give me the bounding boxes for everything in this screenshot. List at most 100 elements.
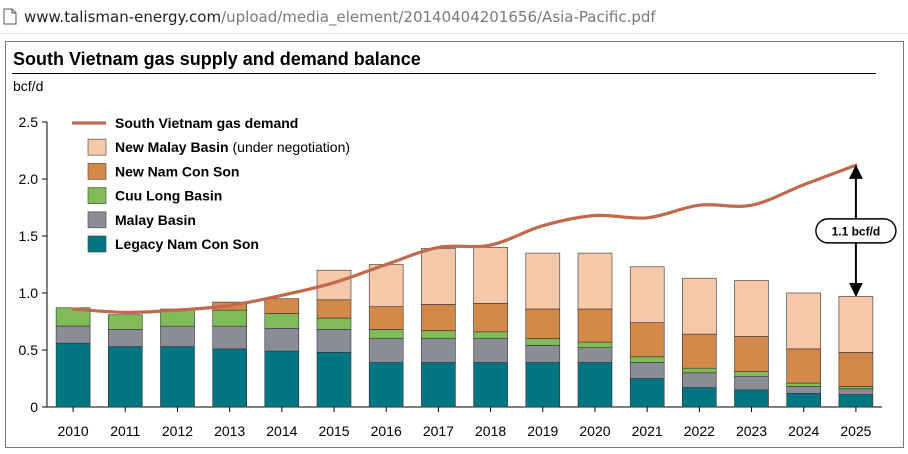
bar-segment — [681, 387, 717, 408]
bar-segment — [577, 252, 613, 310]
legend-label-name: Cuu Long Basin — [115, 188, 222, 204]
bar-segment — [734, 335, 769, 372]
url-text[interactable]: www.talisman-energy.com/upload/media_ele… — [24, 8, 656, 26]
legend-swatch — [87, 138, 107, 156]
bar-segment — [55, 325, 91, 344]
bar-segment — [473, 362, 508, 408]
bar-segment — [786, 292, 822, 350]
bar-segment — [264, 298, 300, 314]
bar-segment — [786, 348, 822, 384]
bar-segment — [734, 389, 769, 408]
y-tick-label: 1.5 — [19, 228, 39, 244]
x-tick-label: 2024 — [788, 423, 819, 439]
bar-segment — [734, 375, 769, 391]
x-tick-label: 2012 — [162, 423, 193, 439]
legend-label-name: New Nam Con Son — [115, 163, 239, 179]
bar-segment — [368, 264, 404, 308]
bar-segment — [316, 329, 352, 353]
x-tick-label: 2014 — [266, 423, 297, 439]
bar-segment — [212, 309, 247, 327]
x-tick-label: 2020 — [579, 423, 610, 439]
legend-label: Malay Basin — [115, 212, 196, 228]
legend-swatch — [87, 163, 107, 180]
bar-segment — [473, 338, 508, 363]
url-host: www.talisman-energy.com — [24, 8, 222, 26]
bar-segment — [316, 317, 352, 330]
y-tick-label: 2.0 — [19, 171, 39, 187]
bar-segment — [108, 346, 143, 408]
bar-segment — [368, 329, 404, 339]
bar-segment — [525, 308, 561, 339]
bar-segment — [421, 330, 456, 339]
bar-segment — [629, 266, 665, 323]
x-tick-label: 2025 — [840, 423, 871, 439]
gap-annotation-label: 1.1 bcf/d — [832, 224, 881, 238]
legend-label-name: New Malay Basin — [115, 139, 229, 155]
legend-label-name: Malay Basin — [115, 212, 196, 228]
bar-segment — [368, 362, 404, 408]
bar-segment — [681, 367, 717, 374]
legend-label-suffix: (under negotiation) — [229, 139, 350, 155]
legend-swatch — [87, 187, 107, 204]
bar-segment — [160, 309, 195, 327]
page-icon — [3, 8, 17, 25]
bar-segment — [786, 382, 822, 387]
bar-segment — [838, 388, 874, 395]
bar-segment — [629, 378, 665, 408]
bar-segment — [577, 362, 613, 408]
bar-segment — [264, 350, 300, 408]
legend-label: Cuu Long Basin — [115, 188, 222, 204]
bar-segment — [577, 347, 613, 363]
y-tick-label: 0.5 — [19, 342, 39, 358]
bar-segment — [734, 280, 769, 337]
chart-title: South Vietnam gas supply and demand bala… — [13, 49, 421, 69]
bar-segment — [681, 333, 717, 369]
bar-segment — [316, 351, 352, 408]
bar-segment — [838, 394, 874, 408]
bar-segment — [525, 338, 561, 346]
gap-annotation-bubble — [815, 218, 897, 244]
address-bar[interactable]: www.talisman-energy.com/upload/media_ele… — [0, 0, 908, 34]
bar-segment — [681, 277, 717, 335]
bar-segment — [473, 331, 508, 339]
legend-label: New Nam Con Son — [115, 163, 239, 179]
legend-label: New Malay Basin (under negotiation) — [115, 139, 350, 155]
bar-segment — [368, 338, 404, 363]
bar-segment — [264, 313, 300, 329]
bar-segment — [264, 327, 300, 352]
bar-segment — [212, 325, 247, 350]
y-tick-label: 1.0 — [19, 285, 39, 301]
bar-segment — [629, 356, 665, 363]
x-tick-label: 2019 — [527, 423, 558, 439]
bar-segment — [577, 341, 613, 348]
bar-segment — [368, 306, 404, 330]
bar-segment — [421, 338, 456, 363]
legend-label: Legacy Nam Con Son — [115, 236, 259, 252]
x-tick-label: 2013 — [214, 423, 245, 439]
legend-swatch — [87, 211, 107, 229]
bar-segment — [108, 314, 143, 330]
bar-segment — [838, 296, 874, 353]
bar-segment — [786, 386, 822, 394]
bar-segment — [525, 362, 561, 408]
y-axis-unit-label: bcf/d — [13, 78, 44, 94]
bar-segment — [838, 386, 874, 390]
bar-segment — [525, 345, 561, 363]
bar-segment — [108, 329, 143, 347]
bar-segment — [577, 308, 613, 343]
bar-segment — [681, 372, 717, 388]
x-tick-label: 2010 — [58, 423, 89, 439]
y-tick-label: 0 — [30, 399, 38, 415]
x-tick-label: 2023 — [736, 423, 767, 439]
bar-segment — [629, 362, 665, 379]
bar-segment — [525, 252, 561, 310]
x-tick-label: 2015 — [318, 423, 349, 439]
bar-segment — [838, 351, 874, 387]
bar-segment — [160, 325, 195, 347]
y-tick-label: 2.5 — [19, 114, 39, 130]
title-divider — [12, 73, 876, 74]
url-path: /upload/media_element/20140404201656/Asi… — [221, 8, 656, 26]
x-tick-label: 2022 — [684, 423, 715, 439]
bar-segment — [421, 362, 456, 408]
